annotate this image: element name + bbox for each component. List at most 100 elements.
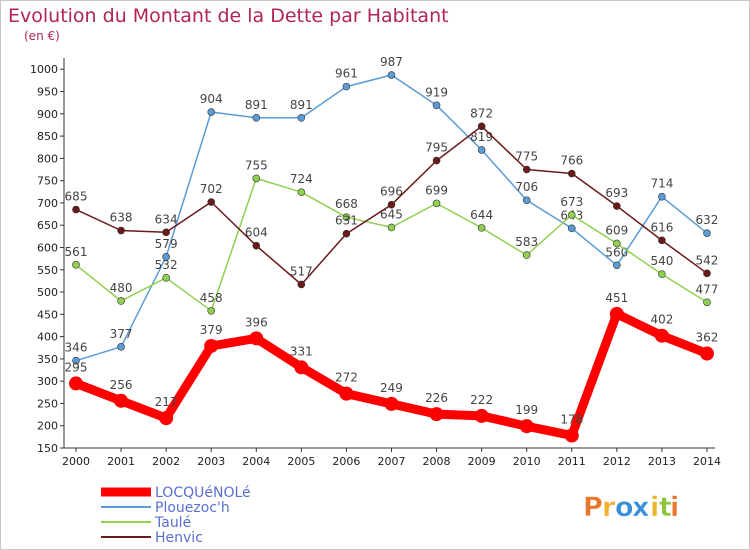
data-label: 256 bbox=[110, 378, 133, 392]
y-tick-label: 400 bbox=[37, 331, 58, 344]
data-point bbox=[658, 270, 666, 279]
data-label: 631 bbox=[335, 214, 358, 228]
data-label: 766 bbox=[560, 154, 583, 168]
data-label: 222 bbox=[470, 393, 493, 407]
data-label: 638 bbox=[110, 211, 133, 225]
data-label: 904 bbox=[200, 92, 223, 106]
data-point bbox=[252, 241, 261, 250]
data-point bbox=[658, 236, 666, 245]
data-point bbox=[432, 199, 441, 208]
data-label: 891 bbox=[245, 98, 268, 112]
data-label: 542 bbox=[696, 253, 719, 267]
data-point bbox=[162, 228, 170, 237]
data-label: 579 bbox=[155, 237, 178, 251]
y-tick-label: 700 bbox=[37, 197, 58, 210]
data-point bbox=[162, 253, 170, 261]
x-tick-label: 2004 bbox=[242, 455, 270, 468]
data-point bbox=[297, 188, 306, 197]
data-label: 987 bbox=[380, 55, 403, 69]
y-tick-label: 1000 bbox=[30, 63, 58, 76]
data-point bbox=[162, 273, 170, 282]
x-tick-label: 2002 bbox=[152, 455, 180, 468]
data-point bbox=[69, 376, 83, 391]
y-tick-label: 750 bbox=[37, 175, 58, 188]
data-label: 961 bbox=[335, 67, 358, 81]
data-label: 714 bbox=[650, 177, 673, 191]
data-label: 560 bbox=[605, 245, 628, 259]
data-label: 891 bbox=[290, 98, 313, 112]
data-point bbox=[342, 82, 351, 91]
data-label: 634 bbox=[155, 212, 178, 226]
data-point bbox=[654, 328, 669, 343]
logo-letter: i bbox=[670, 492, 679, 523]
chart-title: Evolution du Montant de la Dette par Hab… bbox=[8, 5, 449, 27]
data-label: 199 bbox=[515, 403, 538, 417]
data-point bbox=[477, 224, 486, 232]
data-label: 226 bbox=[425, 391, 448, 405]
data-point bbox=[522, 165, 531, 174]
data-label: 346 bbox=[65, 341, 88, 355]
logo-letter: t bbox=[659, 492, 672, 523]
data-label: 532 bbox=[155, 258, 178, 272]
y-tick-label: 850 bbox=[37, 130, 58, 143]
legend-label: Taulé bbox=[154, 515, 191, 531]
data-label: 724 bbox=[290, 172, 313, 186]
series-lines: 3463775799048918919619879198197066435607… bbox=[65, 55, 719, 443]
data-point bbox=[477, 146, 486, 154]
legend-label: Henvic bbox=[155, 530, 203, 546]
y-tick-label: 950 bbox=[37, 86, 58, 99]
data-label: 217 bbox=[155, 395, 178, 409]
y-tick-label: 450 bbox=[37, 308, 58, 321]
data-label: 517 bbox=[290, 264, 313, 278]
y-tick-label: 800 bbox=[37, 152, 58, 165]
y-tick-label: 150 bbox=[37, 442, 58, 455]
data-point bbox=[432, 156, 441, 165]
axes: 150 200 250 300 350 400 450 500 550 600 650 700 750 8… bbox=[30, 58, 721, 468]
data-point bbox=[384, 396, 399, 411]
data-point bbox=[564, 428, 579, 443]
data-label: 755 bbox=[245, 158, 268, 172]
data-point bbox=[519, 419, 534, 434]
logo-letter: o bbox=[615, 492, 634, 523]
data-point bbox=[252, 114, 261, 122]
data-label: 702 bbox=[200, 182, 223, 196]
data-label: 644 bbox=[470, 208, 493, 222]
data-point bbox=[609, 306, 624, 321]
series-3: 685 638 634 702 604 517 631 696 795 872 775 766 693 6… bbox=[65, 106, 719, 289]
legend-label: LOCQUéNOLé bbox=[155, 485, 251, 501]
data-point bbox=[387, 71, 396, 79]
data-label: 362 bbox=[696, 331, 719, 345]
data-label: 458 bbox=[200, 291, 223, 305]
data-point bbox=[703, 269, 711, 278]
data-point bbox=[342, 229, 351, 238]
y-tick-label: 200 bbox=[37, 420, 58, 433]
data-label: 295 bbox=[65, 360, 88, 374]
data-point bbox=[567, 224, 576, 233]
x-tick-label: 2012 bbox=[603, 455, 631, 468]
data-point bbox=[117, 226, 125, 235]
x-tick-label: 2000 bbox=[62, 455, 90, 468]
data-point bbox=[387, 223, 396, 232]
data-label: 775 bbox=[515, 150, 538, 164]
x-tick-label: 2005 bbox=[287, 455, 315, 468]
x-tick-label: 2001 bbox=[107, 455, 135, 468]
data-point bbox=[474, 408, 489, 423]
x-tick-label: 2011 bbox=[558, 455, 586, 468]
data-label: 645 bbox=[380, 207, 403, 221]
data-point bbox=[522, 196, 531, 205]
data-label: 604 bbox=[245, 226, 268, 240]
data-point bbox=[117, 343, 125, 351]
series-2: 561 480 532 458 755 724 668 645 699 644 583 673 609 5… bbox=[65, 158, 718, 315]
y-tick-label: 250 bbox=[37, 397, 58, 410]
data-point bbox=[207, 108, 216, 116]
data-point bbox=[429, 407, 444, 422]
y-tick-label: 650 bbox=[37, 219, 58, 232]
data-label: 693 bbox=[605, 186, 628, 200]
data-label: 685 bbox=[65, 190, 88, 204]
data-point bbox=[252, 174, 261, 183]
x-tick-label: 2014 bbox=[693, 455, 721, 468]
data-point bbox=[387, 200, 396, 209]
data-point bbox=[342, 213, 351, 221]
